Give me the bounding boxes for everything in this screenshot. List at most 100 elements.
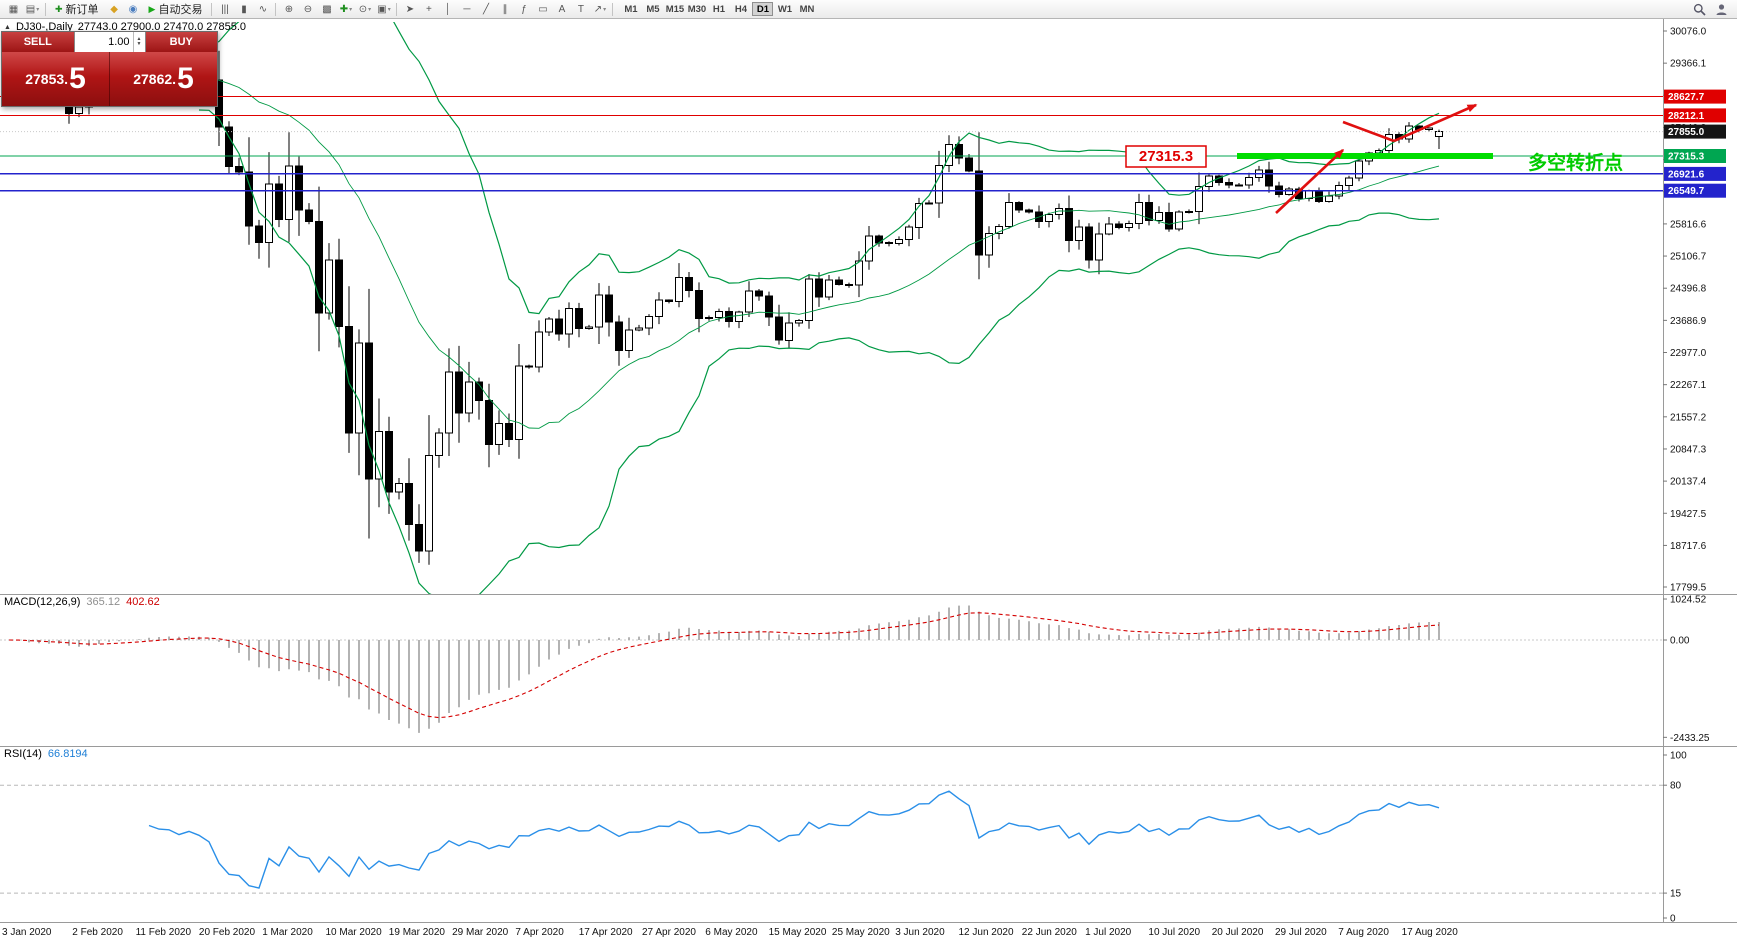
macd-title: MACD(12,26,9) 365.12 402.62 [4,596,160,608]
price-badge-text: 26921.6 [1668,169,1705,180]
candle-body [475,381,483,402]
date-axis-label[interactable]: 15 May 2020 [769,927,827,938]
date-axis-label[interactable]: 29 Jul 2020 [1275,927,1327,938]
bollinger-middle-line [198,77,1440,429]
macd-indicator [0,605,1663,733]
channel-icon[interactable]: ∥ [502,3,508,15]
candle-body [615,321,623,352]
candle-body [865,235,873,262]
timeframe-m30[interactable]: M30 [687,3,707,15]
date-axis-label[interactable]: 29 Mar 2020 [452,927,509,938]
timeframe-m1[interactable]: M1 [624,3,638,15]
date-axis-label[interactable]: 12 Jun 2020 [959,927,1014,938]
date-axis-label[interactable]: 7 Apr 2020 [515,927,564,938]
candlestick-icon[interactable]: ▮ [241,3,247,15]
timeframe-mn[interactable]: MN [799,3,815,15]
date-axis-label[interactable]: 1 Mar 2020 [262,927,313,938]
candle-body [425,454,433,552]
date-axis-label[interactable]: 22 Jun 2020 [1022,927,1077,938]
shapes-icon[interactable]: ▭ [538,3,548,15]
text-icon[interactable]: A [558,3,566,15]
candle-body [455,371,463,414]
zoom-in-icon[interactable]: ⊕ [284,3,294,15]
trend-arrow[interactable] [1342,120,1395,143]
sell-button[interactable]: SELL [2,32,74,52]
timeframe-h4[interactable]: H4 [734,3,748,15]
volume-up-icon[interactable]: ▲ [136,36,142,42]
indicators-icon[interactable]: ✚ ▾ [339,3,353,15]
new-order-button[interactable]: ✚ 新订单 [49,2,105,17]
timeframe-m15[interactable]: M15 [665,3,685,15]
candle-body [405,482,413,526]
metaeditor-icon[interactable]: ◆ [110,3,118,15]
buy-price[interactable]: 27862. 5 [109,52,217,106]
candle-body [625,329,633,352]
community-icon[interactable] [1715,3,1728,16]
crosshair-icon[interactable]: + [426,3,432,15]
date-axis-label[interactable]: 10 Mar 2020 [326,927,383,938]
autotrading-button[interactable]: ▶ 自动交易 [143,2,209,17]
timeframe-w1[interactable]: W1 [777,3,793,15]
candle-body [355,342,363,434]
search-icon[interactable] [1693,3,1706,16]
macd-signal-line [8,612,1440,719]
new-chart-icon[interactable]: ▦ [8,3,19,15]
support-zone-line[interactable] [1237,153,1493,159]
grid-icon[interactable]: ▩ [322,3,332,15]
trend-arrow[interactable] [1393,103,1478,143]
date-axis-label[interactable]: 1 Jul 2020 [1085,927,1132,938]
candle-body [1095,233,1103,261]
bar-chart-icon[interactable]: ||| [221,3,229,15]
horizontal-line-icon[interactable]: ─ [463,3,471,15]
date-axis-label[interactable]: 27 Apr 2020 [642,927,696,938]
vertical-line-icon[interactable]: │ [444,3,452,15]
one-click-toggle-icon[interactable]: ▲ [4,23,11,31]
timeframe-h1[interactable]: H1 [712,3,726,15]
candle-body [1065,208,1073,242]
price-annotation-box[interactable] [1125,145,1207,168]
date-axis-label[interactable]: 2 Feb 2020 [72,927,123,938]
date-axis-label[interactable]: 3 Jun 2020 [895,927,945,938]
periods-icon[interactable]: ⊙ ▾ [358,3,372,15]
candle-body [535,331,543,368]
candle-body [1175,211,1183,230]
candle-body [1245,177,1253,186]
trend-arrow[interactable] [1275,148,1345,214]
trendline-icon[interactable]: ╱ [482,3,489,15]
candle-body [1225,181,1233,186]
date-axis-label[interactable]: 17 Apr 2020 [579,927,633,938]
price-axis-label: 30076.0 [1670,27,1707,38]
profiles-icon[interactable]: ▤ ▾ [25,3,40,15]
line-chart-icon[interactable]: ∿ [258,3,268,15]
date-axis-label[interactable]: 10 Jul 2020 [1148,927,1200,938]
timeframe-group: M1 M5 M15 M30 H1 H4 D1 W1 MN [620,2,817,16]
sell-price[interactable]: 27853. 5 [2,52,109,106]
candle-body [575,307,583,330]
date-axis-label[interactable]: 20 Jul 2020 [1212,927,1264,938]
date-axis-label[interactable]: 3 Jan 2020 [2,927,52,938]
fibonacci-icon[interactable]: ƒ [521,3,527,15]
market-icon[interactable]: ◉ [128,3,138,15]
price-badge-text: 28627.7 [1668,92,1705,103]
volume-input[interactable]: 1.00 ▲ ▼ [73,32,146,52]
cursor-icon[interactable]: ➤ [405,3,415,15]
date-axis-label[interactable]: 25 May 2020 [832,927,890,938]
templates-icon[interactable]: ▣ ▾ [377,3,391,15]
date-axis-label[interactable]: 7 Aug 2020 [1338,927,1389,938]
candle-body [1345,177,1353,187]
buy-button-label: BUY [169,36,193,48]
date-axis-label[interactable]: 6 May 2020 [705,927,758,938]
zoom-out-icon[interactable]: ⊖ [303,3,313,15]
date-axis-label[interactable]: 20 Feb 2020 [199,927,256,938]
timeframe-m5[interactable]: M5 [646,3,660,15]
volume-down-icon[interactable]: ▼ [136,41,142,47]
date-axis-label[interactable]: 17 Aug 2020 [1402,927,1459,938]
date-axis-label[interactable]: 19 Mar 2020 [389,927,446,938]
arrow-objects-icon[interactable]: ↗ ▾ [593,3,607,15]
text-label-icon[interactable]: T [577,3,585,15]
timeframe-d1[interactable]: D1 [752,2,774,16]
symbol-period-label: DJ30-,Daily [15,21,73,33]
buy-button[interactable]: BUY [145,32,217,52]
date-axis-label[interactable]: 11 Feb 2020 [136,927,192,938]
